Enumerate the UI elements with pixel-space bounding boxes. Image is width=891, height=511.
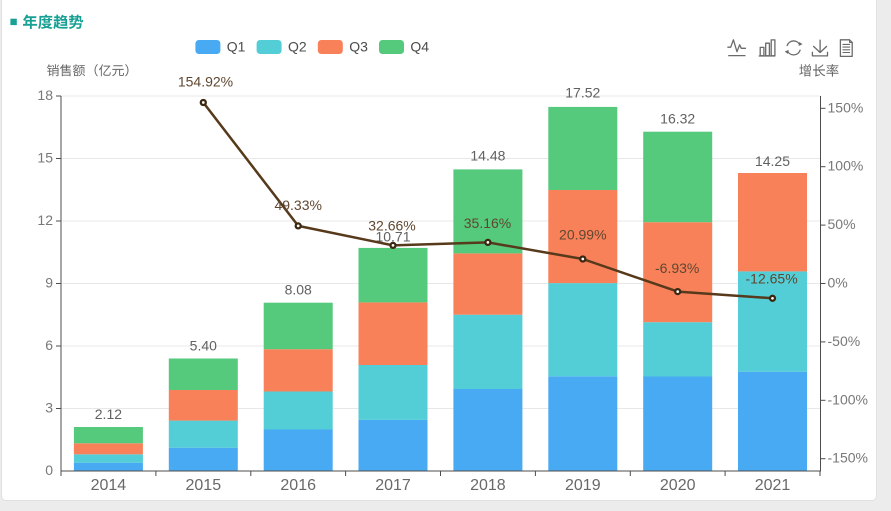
svg-text:32.66%: 32.66% — [368, 218, 415, 234]
svg-text:10.71: 10.71 — [375, 228, 410, 244]
svg-text:2019: 2019 — [565, 477, 601, 494]
svg-text:20.99%: 20.99% — [559, 226, 606, 242]
svg-text:35.16%: 35.16% — [464, 215, 511, 231]
svg-text:17.52: 17.52 — [565, 84, 600, 100]
svg-text:Q3: Q3 — [349, 39, 368, 55]
svg-text:-50%: -50% — [828, 333, 861, 349]
svg-text:-150%: -150% — [828, 450, 868, 466]
svg-text:154.92%: 154.92% — [178, 74, 233, 90]
svg-text:2014: 2014 — [91, 477, 127, 494]
svg-text:2018: 2018 — [470, 477, 506, 494]
svg-text:5.40: 5.40 — [190, 338, 217, 354]
svg-text:12: 12 — [37, 212, 53, 228]
svg-text:49.33%: 49.33% — [274, 197, 321, 213]
svg-text:Q4: Q4 — [410, 39, 429, 55]
svg-text:16.32: 16.32 — [660, 111, 695, 127]
svg-text:2017: 2017 — [375, 477, 411, 494]
svg-text:2015: 2015 — [186, 477, 222, 494]
svg-text:14.48: 14.48 — [470, 148, 505, 164]
svg-text:15: 15 — [37, 150, 53, 166]
svg-text:18: 18 — [37, 87, 53, 103]
svg-text:-12.65%: -12.65% — [746, 271, 798, 287]
svg-text:150%: 150% — [828, 99, 864, 115]
svg-text:2020: 2020 — [660, 477, 696, 494]
svg-text:3: 3 — [45, 400, 53, 416]
svg-text:2021: 2021 — [755, 477, 791, 494]
svg-text:9: 9 — [45, 275, 53, 291]
svg-text:100%: 100% — [828, 158, 864, 174]
svg-text:Q1: Q1 — [227, 39, 246, 55]
svg-text:Q2: Q2 — [288, 39, 307, 55]
svg-text:50%: 50% — [828, 216, 856, 232]
svg-text:-6.93%: -6.93% — [655, 260, 699, 276]
svg-text:-100%: -100% — [828, 391, 868, 407]
svg-text:0%: 0% — [828, 275, 848, 291]
svg-text:0: 0 — [45, 462, 53, 478]
svg-text:2016: 2016 — [280, 477, 316, 494]
svg-text:8.08: 8.08 — [285, 282, 312, 298]
svg-text:6: 6 — [45, 337, 53, 353]
svg-text:14.25: 14.25 — [755, 153, 790, 169]
svg-text:2.12: 2.12 — [95, 406, 122, 422]
